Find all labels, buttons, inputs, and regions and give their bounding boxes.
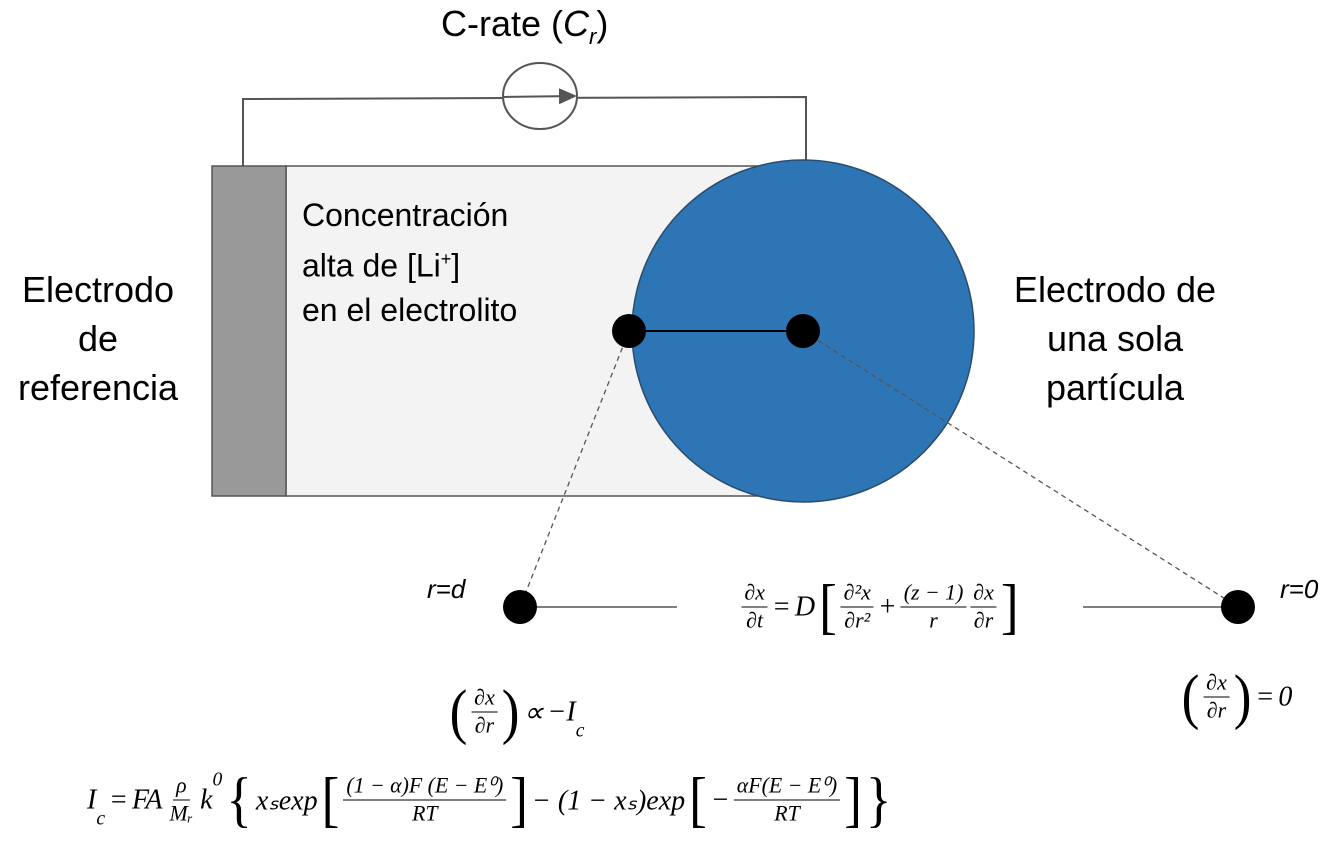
bracket: { (226, 766, 252, 834)
line: alta de [Li+] (302, 237, 517, 288)
numerator: ∂x (970, 581, 997, 608)
r-0-label: r=0 (1280, 574, 1319, 604)
numerator: (1 − α)F (E − E⁰) (343, 774, 507, 801)
symbol: 0 (1278, 681, 1293, 712)
line: Electrodo (21, 269, 175, 310)
denominator: RT (774, 801, 800, 826)
bracket: ] (844, 766, 862, 834)
bracket: ] (1000, 573, 1019, 641)
fraction: ∂x ∂r (1203, 671, 1230, 724)
denominator: ∂t (746, 608, 764, 633)
bracket: ( (1181, 663, 1200, 731)
dashed-line (802, 330, 1239, 608)
symbol: xₛexp (255, 785, 318, 816)
text: ) (596, 3, 609, 44)
symbol: FA (131, 784, 163, 815)
electrolyte-label: Concentración alta de [Li+] en el electr… (302, 193, 517, 332)
center-condition: (∂x ∂r) = 0 (1180, 663, 1295, 731)
fraction: ∂x ∂t (741, 581, 768, 634)
r-d-label: r=d (427, 574, 466, 604)
denominator: RT (412, 801, 438, 826)
reference-label: Electrodo de referencia (18, 265, 178, 412)
numerator: (z − 1) (900, 581, 967, 608)
denominator: r (929, 608, 938, 633)
bracket: [ (819, 573, 837, 641)
numerator: ∂x (741, 581, 768, 608)
surface-condition: (∂x ∂r) ∝ −I c (448, 678, 587, 746)
denominator: ∂r (474, 713, 495, 738)
symbol: −I (547, 696, 576, 727)
bracket: ( (449, 678, 468, 746)
bracket: ) (501, 678, 520, 746)
fraction: (1 − α)F (E − E⁰) RT (343, 774, 507, 827)
fraction: ∂x ∂r (471, 686, 498, 739)
symbol: k (200, 784, 213, 815)
bracket: [ (689, 766, 707, 834)
text: C-rate ( (441, 3, 564, 44)
bracket: } (865, 766, 892, 834)
fraction: αF(E − E⁰) RT (733, 774, 841, 827)
current-arrow (502, 88, 577, 105)
denominator: ∂r (973, 608, 994, 633)
denominator: ∂r (1206, 698, 1227, 723)
fraction: (z − 1) r (900, 581, 967, 634)
bracket: ] (510, 766, 528, 834)
particle-label: Electrodo de una sola partícula (1014, 265, 1216, 412)
sub: r (589, 24, 597, 50)
line: partícula (1045, 367, 1185, 408)
symbol: = (771, 591, 791, 622)
sup: + (440, 249, 452, 269)
line: referencia (17, 367, 179, 408)
line: Concentración (302, 197, 509, 233)
surface-dot (612, 314, 646, 348)
numerator: ρ (173, 774, 190, 801)
numerator: ∂²x (840, 581, 874, 608)
line: en el electrolito (302, 291, 518, 328)
symbol: = (1255, 681, 1275, 712)
line: una sola (1046, 318, 1184, 359)
symbol: ∝ (523, 697, 544, 728)
text: alta de [Li (302, 247, 441, 284)
subscript: c (575, 720, 585, 742)
crate-title: C-rate (Cr) (441, 6, 608, 48)
superscript: 0 (212, 769, 223, 791)
dashed-line (519, 330, 630, 608)
subscript: c (96, 808, 106, 830)
fraction: ρ Mᵣ (167, 774, 197, 827)
numerator: ∂x (471, 686, 498, 713)
fraction: ∂²x ∂r² (840, 581, 874, 634)
symbol: I (87, 784, 97, 815)
symbol: D (794, 591, 816, 622)
surface-dot (503, 590, 537, 624)
symbol: = (109, 784, 128, 815)
denominator: Mᵣ (169, 801, 194, 826)
diffusion-equation: ∂x ∂t = D[∂²x ∂r² + (z − 1) r ∂x ∂r] (739, 573, 1020, 641)
symbol: + (877, 591, 897, 622)
bracket: [ (321, 766, 340, 834)
center-dot (1221, 590, 1255, 624)
line: Electrodo de (1013, 269, 1217, 310)
line: de (77, 318, 119, 359)
symbol: − (1 − xₛ)exp (532, 785, 686, 816)
center-dot (786, 314, 820, 348)
fraction: ∂x ∂r (970, 581, 997, 634)
text: ] (451, 247, 461, 284)
symbol: − (710, 784, 730, 815)
reference-electrode (211, 165, 287, 497)
numerator: αF(E − E⁰) (733, 774, 841, 801)
var: C (563, 3, 590, 44)
bracket: ) (1233, 663, 1252, 731)
numerator: ∂x (1203, 671, 1230, 698)
denominator: ∂r² (844, 608, 871, 633)
